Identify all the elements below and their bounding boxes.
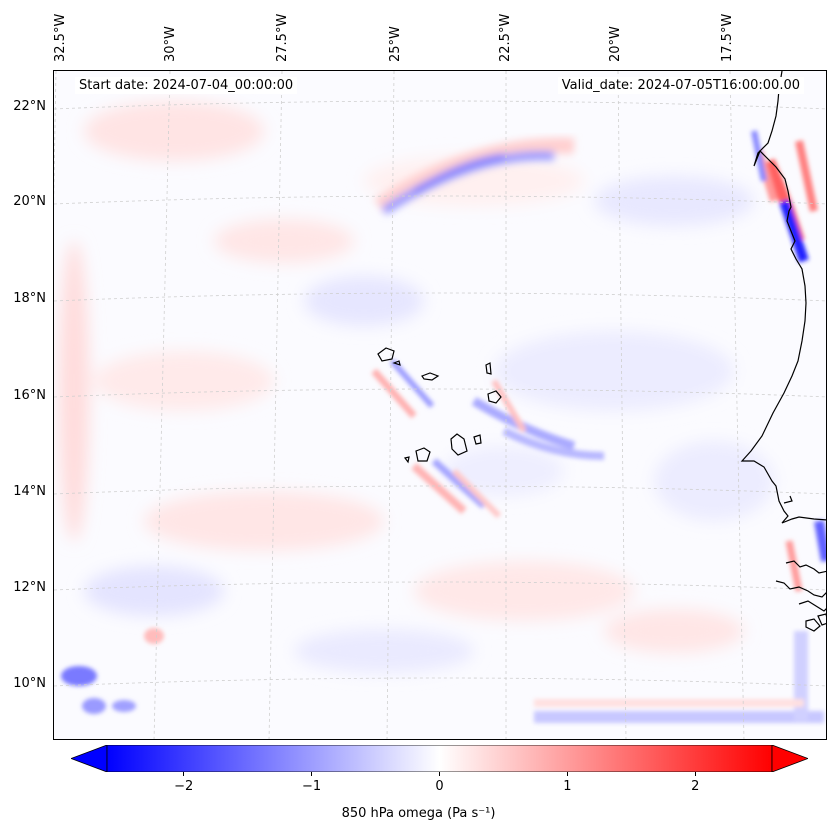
colorbar-tick-mark [311, 772, 313, 776]
colorbar-tick-label: 2 [691, 779, 700, 794]
lat-label-14n: 14°N [13, 484, 46, 499]
colorbar-extend-high [771, 744, 810, 773]
island-sal [485, 362, 492, 375]
valid-date-label: Valid_date: 2024-07-05T16:00:00.00 [557, 77, 804, 94]
colorbar-extend-low [69, 744, 108, 773]
lat-label-18n: 18°N [13, 291, 46, 306]
lon-label-30w: 30°W [163, 26, 178, 62]
colorbar-tick-mark [439, 772, 440, 776]
colorbar-tick-mark [183, 772, 185, 776]
start-date-label: Start date: 2024-07-04_00:00:00 [75, 77, 298, 94]
africa-coastline [740, 71, 826, 632]
island-fogo [415, 447, 431, 462]
lon-label-32-5w: 32.5°W [53, 13, 68, 62]
omega-field-map [54, 71, 826, 739]
gridlines [54, 71, 826, 739]
island-maio [473, 434, 482, 445]
colorbar-gradient [106, 744, 773, 773]
lat-label-20n: 20°N [13, 194, 46, 209]
colorbar-label: 850 hPa omega (Pa s⁻¹) [341, 806, 496, 821]
cape-verde-islands [377, 347, 502, 464]
colorbar-tick-label: −1 [302, 779, 322, 794]
island-santo-antao [377, 347, 395, 362]
colorbar-tick-mark [694, 772, 696, 776]
background-anomalies [59, 101, 774, 673]
lon-label-20w: 20°W [608, 26, 623, 62]
lon-label-25w: 25°W [388, 26, 403, 62]
colorbar-graphic [69, 744, 810, 773]
coast-guinea-bissau [785, 560, 826, 574]
lat-label-12n: 12°N [13, 580, 46, 595]
island-sao-vicente [392, 360, 401, 366]
island-boa-vista [487, 390, 502, 404]
island-brava [403, 456, 410, 464]
colorbar-tick-label: 1 [563, 779, 572, 794]
lon-label-22-5w: 22.5°W [498, 13, 513, 62]
lon-label-17-5w: 17.5°W [720, 13, 735, 62]
coast-main [740, 71, 826, 524]
corner-cells [61, 628, 164, 714]
lat-label-10n: 10°N [13, 676, 46, 691]
colorbar-tick-label: −2 [174, 779, 194, 794]
lat-label-16n: 16°N [13, 388, 46, 403]
lat-label-22n: 22°N [13, 99, 46, 114]
island-wakes [371, 359, 605, 519]
island-sao-nicolau [421, 372, 440, 381]
colorbar-tick-mark [566, 772, 568, 776]
colorbar [69, 744, 810, 773]
colorbar-tick-label: 0 [435, 779, 444, 794]
arc-band [374, 137, 575, 215]
lon-label-27-5w: 27.5°W [275, 13, 290, 62]
island-santiago [450, 433, 468, 456]
map-panel [53, 70, 827, 740]
boundary-strips [534, 631, 824, 723]
